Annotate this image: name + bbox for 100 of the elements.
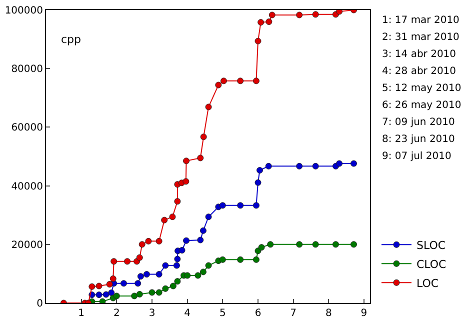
point — [296, 12, 303, 18]
point — [220, 78, 227, 84]
legend-label: SLOC — [416, 238, 446, 252]
point — [252, 202, 260, 209]
x-tick-label: 8 — [325, 308, 332, 319]
point — [256, 167, 264, 174]
x-tick-label: 7 — [290, 308, 297, 319]
text: 9: 07 jul 2010 — [382, 151, 452, 162]
point — [174, 256, 181, 262]
point — [96, 292, 102, 298]
point — [136, 290, 143, 298]
point — [237, 256, 244, 263]
point — [267, 241, 274, 248]
point — [254, 179, 262, 186]
point — [184, 272, 191, 279]
point — [156, 271, 162, 278]
point — [161, 216, 168, 224]
legend-label: LOC — [416, 276, 439, 290]
point — [138, 241, 146, 248]
point — [162, 285, 169, 292]
point — [254, 38, 262, 44]
x-tick-label: 6 — [254, 308, 262, 319]
point — [182, 178, 190, 185]
point — [145, 238, 152, 244]
point — [237, 202, 244, 209]
text: 7: 09 jun 2010 — [382, 117, 455, 128]
point — [200, 227, 206, 234]
x-tick-label: 9 — [360, 308, 368, 319]
point — [148, 289, 156, 296]
point — [215, 82, 222, 88]
text: 8: 23 jun 2010 — [382, 134, 455, 145]
point — [265, 162, 272, 170]
point — [197, 154, 204, 162]
point — [174, 278, 181, 285]
point — [197, 236, 204, 244]
text: 3: 14 abr 2010 — [382, 49, 456, 60]
text: 4: 28 abr 2010 — [382, 66, 456, 77]
point — [174, 198, 181, 205]
x-tick-label: 2 — [113, 308, 120, 319]
y-tick-label: 0 — [36, 298, 43, 310]
point — [252, 78, 260, 84]
point — [205, 104, 212, 110]
point — [134, 280, 142, 287]
point — [131, 292, 138, 300]
x-tick-label: 1 — [78, 308, 85, 319]
point — [106, 281, 113, 288]
point — [96, 282, 102, 290]
point — [178, 247, 186, 254]
point — [350, 241, 357, 248]
point — [268, 12, 276, 18]
point — [312, 241, 319, 248]
point — [296, 162, 303, 170]
point — [156, 238, 162, 244]
point — [336, 160, 343, 167]
point — [173, 262, 180, 269]
point — [205, 214, 212, 220]
point — [296, 241, 303, 248]
point — [237, 78, 244, 84]
point — [219, 202, 226, 209]
point — [205, 262, 212, 269]
text: 2: 31 mar 2010 — [382, 32, 460, 43]
annotation: cpp — [61, 33, 82, 46]
y-tick-label: 40000 — [11, 181, 43, 192]
y-tick-label: 100000 — [4, 6, 43, 16]
legend-label: CLOC — [416, 258, 447, 271]
point — [99, 298, 106, 303]
point — [108, 290, 115, 296]
point — [332, 241, 339, 248]
point — [336, 10, 343, 15]
point — [183, 237, 190, 244]
point — [258, 244, 265, 251]
point — [252, 256, 260, 263]
point — [200, 268, 206, 276]
y-tick-label: 80000 — [11, 64, 43, 76]
point — [156, 289, 162, 296]
point — [110, 258, 118, 265]
point — [169, 214, 176, 220]
point — [137, 273, 144, 280]
point — [194, 272, 202, 279]
point — [143, 271, 150, 278]
point — [120, 280, 127, 287]
point — [350, 160, 357, 167]
point — [183, 158, 190, 164]
point — [170, 282, 176, 290]
point — [124, 258, 131, 265]
point — [312, 162, 319, 170]
point — [110, 275, 116, 282]
point — [258, 19, 264, 26]
point — [162, 262, 169, 269]
point — [136, 254, 143, 261]
point — [219, 256, 226, 263]
x-tick-label: 4 — [184, 308, 191, 319]
point — [266, 18, 272, 25]
text: 5: 12 may 2010 — [382, 83, 462, 94]
x-tick-label: 3 — [148, 308, 156, 319]
point — [113, 292, 120, 300]
text: 6: 26 may 2010 — [382, 100, 462, 111]
point — [312, 11, 319, 18]
y-tick-label: 20000 — [11, 240, 43, 251]
y-tick-label: 60000 — [11, 122, 43, 134]
